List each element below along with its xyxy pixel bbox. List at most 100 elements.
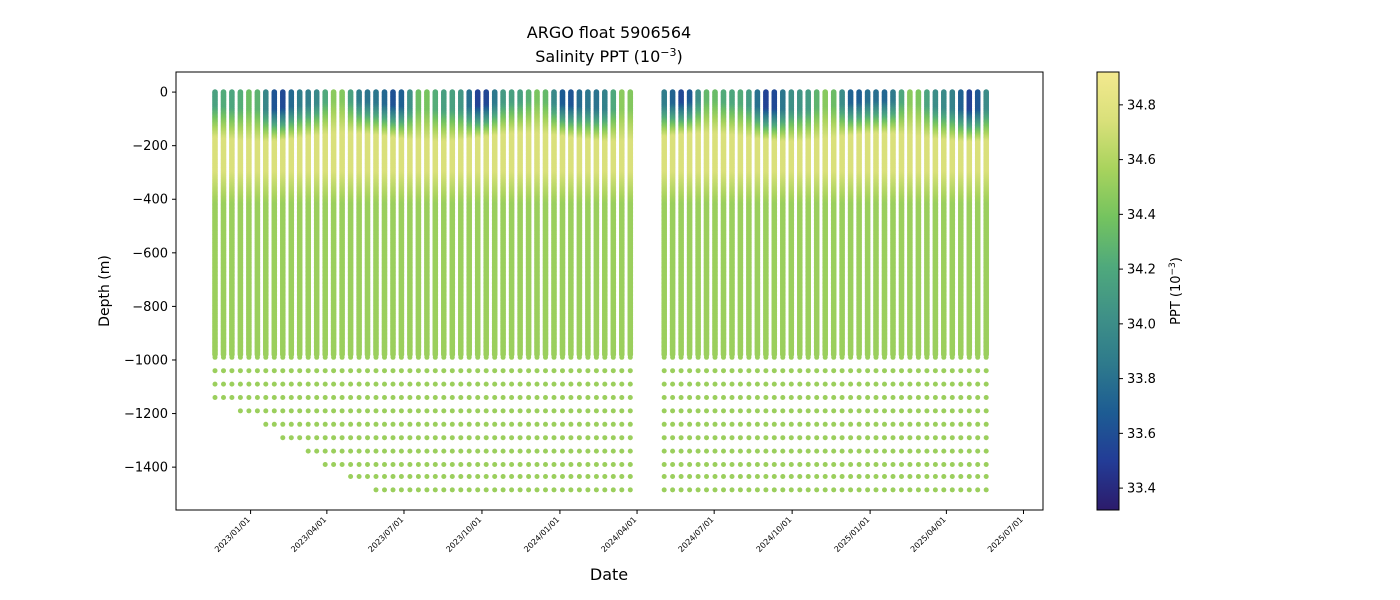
data-point [305, 435, 311, 441]
data-point [280, 435, 286, 441]
data-point [348, 381, 354, 387]
data-point [398, 381, 404, 387]
data-point [322, 421, 328, 427]
data-point [271, 354, 277, 360]
data-point [229, 395, 235, 400]
data-point [254, 368, 260, 374]
data-point [331, 395, 337, 400]
data-point [212, 381, 218, 387]
data-point [331, 368, 337, 374]
data-point [263, 395, 269, 400]
data-point [373, 381, 379, 387]
data-point [254, 395, 260, 400]
data-point [373, 421, 379, 427]
data-point [271, 368, 277, 374]
data-point [280, 354, 286, 360]
data-point [339, 448, 345, 454]
data-point [382, 421, 387, 427]
data-point [382, 354, 387, 360]
data-point [348, 435, 354, 441]
data-point [322, 354, 328, 360]
data-point [254, 381, 260, 387]
data-point [348, 448, 354, 454]
data-point [305, 408, 311, 414]
data-point [331, 354, 337, 360]
data-point [212, 395, 218, 400]
data-point [390, 448, 396, 454]
data-point [288, 381, 294, 387]
data-point [314, 435, 320, 441]
data-point [271, 395, 277, 400]
data-point [390, 474, 396, 479]
data-point [297, 395, 303, 400]
data-point [373, 368, 379, 374]
data-point [356, 381, 362, 387]
data-point [271, 381, 277, 387]
data-point [398, 448, 404, 454]
data-point [356, 474, 362, 479]
data-point [398, 462, 404, 467]
data-point [271, 421, 277, 427]
data-point [305, 381, 311, 387]
data-point [305, 354, 311, 360]
data-point [398, 368, 404, 374]
data-point [322, 408, 328, 414]
data-point [288, 395, 294, 400]
data-point [407, 448, 413, 454]
data-point [339, 368, 345, 374]
data-point [280, 421, 286, 427]
data-point [237, 368, 243, 374]
data-point [365, 435, 370, 441]
data-point [348, 354, 354, 360]
data-point [390, 421, 396, 427]
data-point [229, 381, 235, 387]
data-point [407, 368, 413, 374]
data-point [382, 368, 387, 374]
data-point [398, 487, 404, 493]
data-point [348, 462, 354, 467]
data-point [339, 462, 345, 467]
data-point [331, 448, 337, 454]
data-point [339, 435, 345, 441]
data-point [382, 462, 387, 467]
data-point [390, 487, 396, 493]
data-point [322, 368, 328, 374]
data-point [339, 354, 345, 360]
data-point [271, 408, 277, 414]
data-point [305, 368, 311, 374]
data-point [398, 474, 404, 479]
data-point [382, 408, 387, 414]
data-point [365, 381, 370, 387]
data-point [407, 354, 413, 360]
data-point [373, 395, 379, 400]
data-point [390, 395, 396, 400]
data-point [365, 354, 370, 360]
data-point [263, 381, 269, 387]
data-point [398, 408, 404, 414]
data-point [254, 408, 260, 414]
data-point [331, 381, 337, 387]
data-point [390, 408, 396, 414]
data-point [322, 381, 328, 387]
data-point [288, 408, 294, 414]
data-point [314, 395, 320, 400]
data-point [390, 354, 396, 360]
data-point [356, 462, 362, 467]
data-point [407, 474, 413, 479]
data-point [348, 395, 354, 400]
data-point [297, 408, 303, 414]
data-point [365, 474, 370, 479]
data-point [398, 421, 404, 427]
data-point [297, 435, 303, 441]
data-point [373, 354, 379, 360]
data-point [356, 448, 362, 454]
data-point [398, 354, 404, 360]
data-point [348, 421, 354, 427]
data-point [246, 381, 252, 387]
data-point [280, 368, 286, 374]
data-point [314, 354, 320, 360]
data-point [254, 354, 260, 360]
data-point [356, 421, 362, 427]
data-point [288, 435, 294, 441]
data-point [331, 408, 337, 414]
